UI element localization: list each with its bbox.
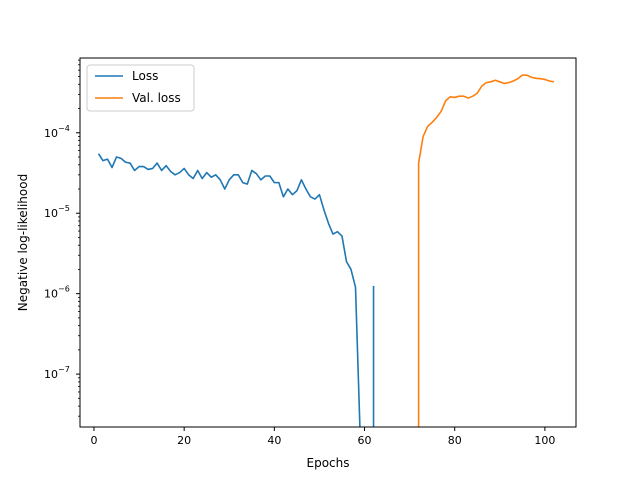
y-tick-exponent: −7 bbox=[58, 365, 70, 374]
x-tick-label: 20 bbox=[177, 434, 191, 447]
x-tick-label: 0 bbox=[90, 434, 97, 447]
y-tick-exponent: −5 bbox=[58, 204, 70, 213]
y-tick-label: 10 bbox=[44, 207, 58, 220]
x-tick-label: 60 bbox=[358, 434, 372, 447]
y-tick-exponent: −4 bbox=[58, 124, 70, 133]
y-axis-label: Negative log-likelihood bbox=[16, 174, 30, 311]
series-line-2 bbox=[417, 74, 555, 427]
legend-label: Loss bbox=[132, 69, 158, 83]
x-tick-label: 40 bbox=[267, 434, 281, 447]
y-tick-exponent: −6 bbox=[58, 285, 70, 294]
x-axis: 0 20 40 60 80 100 bbox=[90, 427, 555, 447]
y-tick-label: 10 bbox=[44, 127, 58, 140]
legend: Loss Val. loss bbox=[86, 64, 195, 112]
legend-label: Val. loss bbox=[132, 91, 181, 105]
x-axis-label: Epochs bbox=[307, 456, 350, 470]
y-tick-label: 10 bbox=[44, 288, 58, 301]
y-axis: 10−710−610−510−4 bbox=[44, 59, 80, 417]
plot-frame bbox=[79, 57, 577, 428]
y-tick-label: 10 bbox=[44, 368, 58, 381]
x-tick-label: 80 bbox=[448, 434, 462, 447]
series-line-0 bbox=[97, 153, 361, 427]
x-tick-label: 100 bbox=[534, 434, 555, 447]
series-layer bbox=[97, 74, 555, 427]
